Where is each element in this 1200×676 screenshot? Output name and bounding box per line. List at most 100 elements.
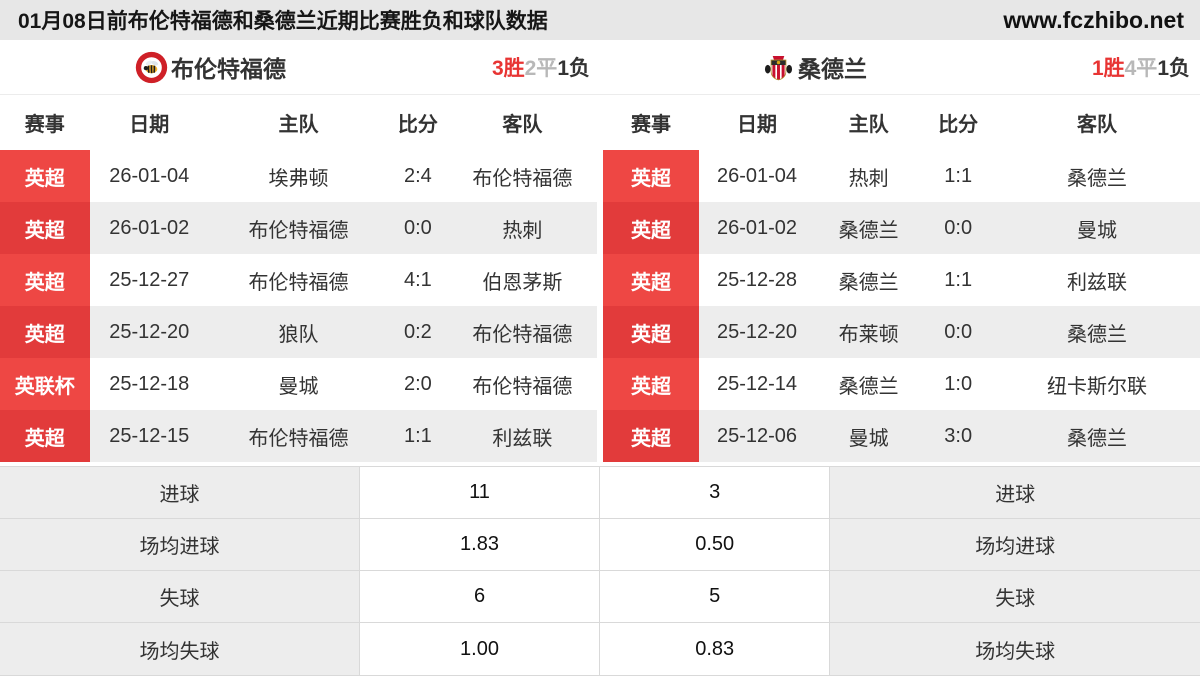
match-date: 25-12-14 [699,358,815,410]
team-identity-right: 桑德兰 [762,50,867,84]
home-team: 桑德兰 [814,202,923,254]
col-header-away: 客队 [1076,114,1117,136]
match-date: 25-12-20 [699,306,815,358]
match-row: 英超 26-01-02 布伦特福德 0:0 热刺 [0,202,597,254]
stat-label-avg-conceded-right: 场均失球 [830,623,1200,675]
home-team: 曼城 [208,358,389,410]
match-score: 1:0 [922,358,994,410]
team-header-left: 布伦特福德 3胜2平1负 [0,40,600,94]
match-score: 2:0 [388,358,448,410]
match-row: 英超 25-12-20 布莱顿 0:0 桑德兰 [603,306,1200,358]
competition-badge: 英超 [0,306,90,358]
stat-value-avg-goals-left: 1.83 [360,519,600,570]
competition-badge: 英超 [603,410,700,462]
match-date: 26-01-04 [699,150,815,202]
away-team: 曼城 [994,202,1200,254]
table-header-right: 赛事 日期 主队 比分 客队 [603,95,1200,150]
match-row: 英超 25-12-20 狼队 0:2 布伦特福德 [0,306,597,358]
team-name-left: 布伦特福德 [171,56,286,82]
col-header-score: 比分 [938,114,979,136]
stat-value-conceded-left: 6 [360,571,600,622]
stat-value-conceded-right: 5 [600,571,831,622]
competition-badge: 英联杯 [0,358,90,410]
col-header-score: 比分 [397,114,438,136]
matches-table-right: 赛事 日期 主队 比分 客队 英超 26-01-04 热刺 1:1 桑德兰 英超… [603,95,1200,462]
title-bar: 01月08日前布伦特福德和桑德兰近期比赛胜负和球队数据 www.fczhibo.… [0,0,1200,40]
match-row: 英联杯 25-12-18 曼城 2:0 布伦特福德 [0,358,597,410]
match-score: 0:0 [922,306,994,358]
competition-badge: 英超 [603,306,700,358]
home-team: 曼城 [814,410,923,462]
match-score: 0:0 [388,202,448,254]
stat-value-goals-left: 11 [360,467,600,518]
competition-badge: 英超 [603,150,700,202]
home-team: 布伦特福德 [208,254,389,306]
match-date: 25-12-28 [699,254,815,306]
match-row: 英超 25-12-15 布伦特福德 1:1 利兹联 [0,410,597,462]
stat-row-goals: 进球 11 3 进球 [0,467,1200,519]
record-draws: 2平 [524,57,558,80]
home-team: 布伦特福德 [208,410,389,462]
stat-label-conceded-right: 失球 [830,571,1200,622]
record-wins: 1胜 [1091,57,1125,80]
match-date: 26-01-02 [699,202,815,254]
match-row: 英超 26-01-04 热刺 1:1 桑德兰 [603,150,1200,202]
stat-value-avg-conceded-left: 1.00 [360,623,600,675]
match-date: 25-12-15 [89,410,209,462]
table-header-left: 赛事 日期 主队 比分 客队 [0,95,597,150]
match-row: 英超 25-12-14 桑德兰 1:0 纽卡斯尔联 [603,358,1200,410]
home-team: 桑德兰 [814,254,923,306]
col-header-home: 主队 [278,114,319,136]
home-team: 埃弗顿 [208,150,389,202]
stat-label-avg-goals-right: 场均进球 [830,519,1200,570]
competition-badge: 英超 [0,150,90,202]
stat-row-avg-conceded: 场均失球 1.00 0.83 场均失球 [0,623,1200,675]
match-row: 英超 25-12-06 曼城 3:0 桑德兰 [603,410,1200,462]
stat-row-conceded: 失球 6 5 失球 [0,571,1200,623]
away-team: 布伦特福德 [447,150,597,202]
col-header-away: 客队 [502,114,543,136]
team-header-row: 布伦特福德 3胜2平1负 桑德兰 [0,40,1200,95]
match-score: 1:1 [922,150,994,202]
home-team: 桑德兰 [814,358,923,410]
away-team: 利兹联 [994,254,1200,306]
competition-badge: 英超 [603,358,700,410]
away-team: 桑德兰 [994,306,1200,358]
stat-label-goals-right: 进球 [830,467,1200,518]
match-row: 英超 26-01-02 桑德兰 0:0 曼城 [603,202,1200,254]
away-team: 桑德兰 [994,150,1200,202]
team-name-right: 桑德兰 [798,56,867,82]
home-team: 热刺 [814,150,923,202]
match-date: 26-01-04 [89,150,209,202]
match-score: 4:1 [388,254,448,306]
record-wins: 3胜 [491,57,525,80]
home-team: 布莱顿 [814,306,923,358]
match-date: 25-12-27 [89,254,209,306]
competition-badge: 英超 [603,202,700,254]
match-score: 2:4 [388,150,448,202]
home-team: 狼队 [208,306,389,358]
page-title: 01月08日前布伦特福德和桑德兰近期比赛胜负和球队数据 [18,10,548,33]
competition-badge: 英超 [0,202,90,254]
col-header-competition: 赛事 [24,114,65,136]
stats-section: 进球 11 3 进球 场均进球 1.83 0.50 场均进球 失球 6 5 失球… [0,466,1200,676]
stat-label-goals-left: 进球 [0,467,360,518]
match-row: 英超 25-12-27 布伦特福德 4:1 伯恩茅斯 [0,254,597,306]
record-losses: 1负 [557,57,590,80]
match-row: 英超 26-01-04 埃弗顿 2:4 布伦特福德 [0,150,597,202]
match-score: 1:1 [388,410,448,462]
matches-table-left: 赛事 日期 主队 比分 客队 英超 26-01-04 埃弗顿 2:4 布伦特福德… [0,95,597,462]
away-team: 纽卡斯尔联 [994,358,1200,410]
team-record-right: 1胜4平1负 [1092,52,1190,82]
match-score: 3:0 [922,410,994,462]
home-team: 布伦特福德 [208,202,389,254]
site-url[interactable]: www.fczhibo.net [1003,6,1184,33]
match-date: 25-12-20 [89,306,209,358]
competition-badge: 英超 [603,254,700,306]
away-team: 布伦特福德 [447,306,597,358]
col-header-date: 日期 [737,114,778,136]
stat-label-avg-goals-left: 场均进球 [0,519,360,570]
col-header-home: 主队 [848,114,889,136]
match-date: 26-01-02 [89,202,209,254]
sunderland-logo-icon [764,55,793,80]
